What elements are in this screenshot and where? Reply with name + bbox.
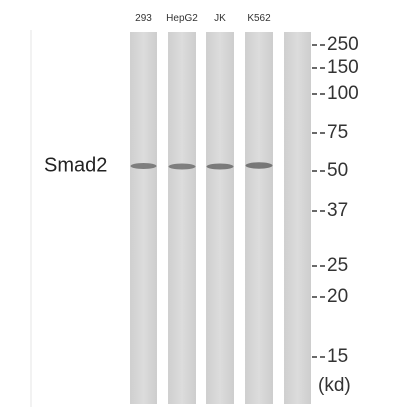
- lanes: [130, 32, 311, 404]
- marker-label: 37: [327, 200, 348, 221]
- marker-label: 15: [327, 346, 348, 367]
- marker-label: 20: [327, 286, 348, 307]
- marker-label: 25: [327, 255, 348, 276]
- lane-label: 293: [135, 13, 152, 24]
- marker-label: 75: [327, 122, 348, 143]
- lane: [168, 32, 196, 404]
- band: [246, 162, 273, 168]
- lane-label: K562: [247, 13, 271, 24]
- marker-label: 50: [327, 160, 348, 181]
- lane-label: JK: [214, 13, 226, 24]
- lane: [130, 32, 157, 404]
- band: [207, 164, 234, 170]
- lane: [206, 32, 234, 404]
- marker-label: 150: [327, 57, 359, 78]
- lane: [245, 32, 273, 404]
- band: [169, 164, 196, 170]
- marker-label: 250: [327, 34, 359, 55]
- unit-label: (kd): [318, 375, 351, 396]
- western-blot: Smad2 (kd) 293 HepG2 JK K562 250150 100 75 50 37…: [0, 0, 403, 407]
- band: [131, 163, 157, 169]
- page: Smad2 (kd) 293 HepG2 JK K562 250150 100 75 50 37…: [0, 0, 403, 407]
- protein-label: Smad2: [44, 154, 107, 176]
- lane-label: HepG2: [166, 13, 198, 24]
- lane: [284, 32, 311, 404]
- marker-label: 100: [327, 83, 359, 104]
